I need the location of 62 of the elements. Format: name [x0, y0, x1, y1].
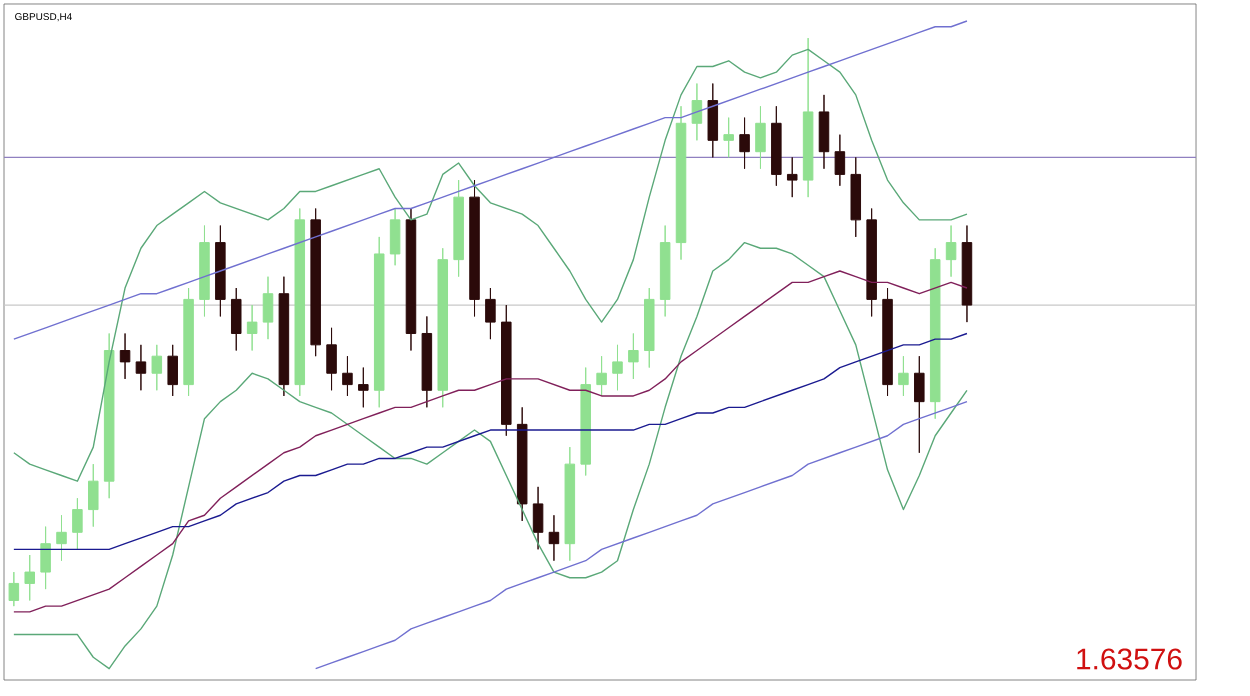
- candlestick: [898, 355, 909, 397]
- candlestick: [707, 83, 719, 158]
- candlestick: [643, 287, 655, 369]
- candlestick: [675, 105, 687, 261]
- text: 1.63576: [1077, 648, 1182, 670]
- candlestick: [56, 514, 67, 562]
- candlestick: [914, 355, 925, 454]
- candlestick: [405, 208, 417, 352]
- candlestick: [294, 208, 306, 397]
- candlestick: [421, 315, 433, 408]
- candlestick: [310, 208, 321, 357]
- candlestick: [786, 156, 798, 198]
- candlestick: [612, 344, 623, 391]
- candlestick: [691, 83, 703, 141]
- candlestick: [262, 276, 274, 340]
- candlestick: [882, 287, 893, 397]
- candlestick: [437, 247, 449, 408]
- candlestick: [755, 105, 766, 170]
- candlestick: [88, 463, 99, 528]
- candlestick: [532, 486, 544, 550]
- candlestick: [183, 287, 194, 397]
- candlestick: [548, 514, 560, 562]
- candlestick: [818, 94, 830, 170]
- candlestick: [929, 247, 941, 420]
- candlestick: [278, 276, 290, 397]
- candlestick: [802, 37, 814, 198]
- candlestick: [596, 355, 607, 397]
- candlestick: [103, 332, 115, 499]
- candlestick: [739, 117, 750, 170]
- candlestick: [866, 208, 877, 317]
- candlestick: [72, 497, 83, 550]
- candlestick: [167, 344, 178, 397]
- candlestick: [358, 367, 369, 408]
- candlestick: [628, 332, 639, 380]
- candlestick: [342, 355, 353, 397]
- candlestick: [580, 367, 591, 476]
- candlestick: [151, 344, 163, 391]
- candlestick: [199, 225, 210, 317]
- candlestick: [215, 225, 226, 317]
- candlestick: [501, 304, 512, 437]
- candlestick: [40, 526, 51, 590]
- candlestick: [961, 225, 973, 323]
- candlestick: [659, 225, 671, 317]
- candlestick: [8, 571, 20, 607]
- candlestick: [24, 554, 35, 601]
- candlestick: [564, 446, 576, 562]
- candlestick: [246, 304, 258, 352]
- candlestick: [771, 105, 782, 187]
- candlestick: [326, 327, 337, 391]
- candlestick: [945, 225, 957, 278]
- candlestick: [723, 117, 734, 158]
- candlestick: [453, 179, 464, 278]
- candlestick: [516, 406, 528, 522]
- candlestick: [373, 236, 385, 408]
- candlestick: [469, 179, 480, 317]
- candlestick: [230, 287, 242, 352]
- candlestick: [850, 156, 862, 238]
- candlestick: [119, 332, 131, 380]
- candlestick: [389, 208, 401, 266]
- candlestick: [485, 287, 496, 340]
- candlestick: [834, 134, 846, 187]
- candlestick: [135, 344, 147, 391]
